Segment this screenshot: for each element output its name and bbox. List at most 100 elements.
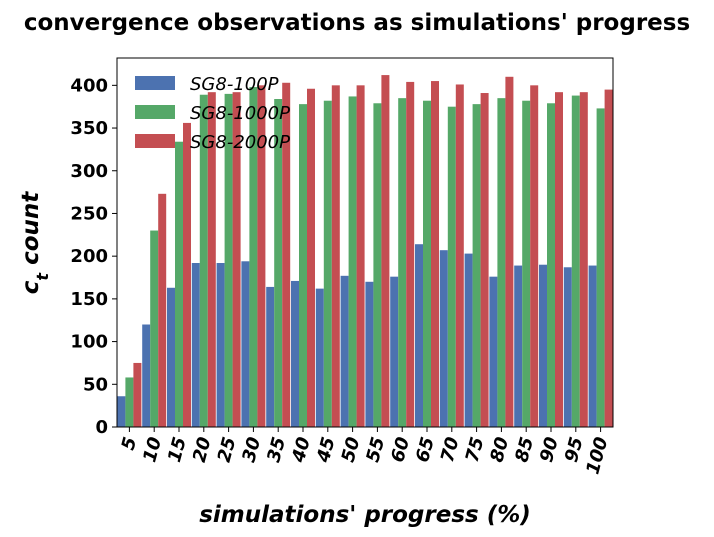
y-axis: 0 50 100 150 200 250 300 350 400 bbox=[70, 75, 117, 438]
legend-swatch bbox=[135, 134, 175, 148]
bar bbox=[331, 85, 340, 427]
x-axis-label: simulations' progress (%) bbox=[199, 502, 531, 528]
legend-label: SG8-1000P bbox=[190, 103, 290, 124]
legend-swatch bbox=[135, 76, 175, 90]
x-tick-label: 70 bbox=[437, 435, 464, 465]
bar bbox=[514, 265, 523, 427]
legend: SG8-100P SG8-1000P SG8-2000P bbox=[135, 74, 290, 153]
bar bbox=[133, 362, 142, 427]
bar bbox=[447, 106, 456, 427]
bar bbox=[431, 81, 439, 427]
bar bbox=[480, 93, 489, 428]
bar bbox=[356, 85, 365, 427]
bar bbox=[266, 286, 275, 427]
bar bbox=[323, 100, 332, 428]
bar bbox=[604, 89, 613, 427]
y-tick-label: 400 bbox=[70, 75, 108, 96]
x-tick-label: 25 bbox=[214, 435, 241, 465]
bar bbox=[291, 280, 299, 427]
x-tick-label: 90 bbox=[536, 435, 563, 465]
bar bbox=[365, 281, 374, 427]
x-tick-label: 5 bbox=[118, 435, 142, 453]
bar bbox=[216, 263, 225, 427]
bar bbox=[142, 324, 151, 427]
bar bbox=[373, 103, 382, 428]
bar bbox=[199, 94, 208, 427]
bar bbox=[241, 261, 250, 427]
y-tick-label: 50 bbox=[83, 374, 108, 395]
bar bbox=[315, 288, 324, 428]
x-tick-label: 35 bbox=[263, 435, 290, 465]
bar bbox=[489, 276, 498, 427]
bar bbox=[398, 98, 407, 428]
legend-swatch bbox=[135, 105, 175, 119]
y-tick-label: 150 bbox=[70, 289, 108, 310]
bar bbox=[299, 104, 307, 428]
bar bbox=[455, 84, 464, 427]
x-tick-label: 55 bbox=[362, 435, 389, 465]
x-tick-label: 40 bbox=[288, 435, 315, 466]
plot-frame bbox=[116, 57, 614, 428]
x-tick-label: 10 bbox=[139, 435, 166, 465]
y-axis-label-main: c bbox=[18, 280, 44, 294]
bar bbox=[257, 85, 266, 427]
bar bbox=[381, 75, 390, 427]
bars-layer bbox=[117, 75, 613, 428]
y-axis-label-subscript: t bbox=[33, 272, 52, 281]
x-tick-label: 95 bbox=[561, 435, 588, 465]
bar bbox=[464, 253, 473, 427]
bar bbox=[423, 100, 431, 428]
x-tick-label: 50 bbox=[338, 435, 365, 465]
x-tick-label: 15 bbox=[164, 435, 191, 465]
bar bbox=[522, 100, 531, 428]
legend-label: SG8-100P bbox=[190, 74, 279, 95]
bar bbox=[390, 276, 399, 427]
bar bbox=[555, 92, 563, 428]
y-axis-label-rest: count bbox=[18, 191, 44, 273]
x-tick-label: 60 bbox=[387, 435, 414, 465]
bar bbox=[472, 104, 481, 428]
y-tick-label: 200 bbox=[70, 246, 108, 267]
bar bbox=[579, 92, 588, 428]
bar bbox=[274, 99, 283, 427]
x-tick-label: 65 bbox=[412, 435, 439, 465]
bar bbox=[596, 108, 605, 428]
chart-title: convergence observations as simulations'… bbox=[24, 10, 690, 36]
bar bbox=[563, 267, 572, 427]
y-axis-label: ct count bbox=[18, 191, 52, 294]
bar bbox=[125, 377, 134, 427]
x-tick-label: 45 bbox=[313, 435, 340, 466]
y-tick-label: 350 bbox=[70, 118, 108, 139]
bar bbox=[282, 82, 291, 428]
x-tick-label: 80 bbox=[486, 435, 513, 465]
bar bbox=[175, 141, 183, 427]
bar bbox=[539, 264, 547, 427]
bar bbox=[167, 287, 175, 427]
bar bbox=[307, 88, 315, 427]
bar bbox=[232, 92, 241, 428]
y-tick-label: 250 bbox=[70, 203, 108, 224]
bar bbox=[249, 87, 258, 427]
bar bbox=[183, 122, 191, 428]
bar bbox=[150, 230, 159, 427]
bar bbox=[571, 95, 580, 427]
x-tick-label: 20 bbox=[189, 435, 216, 465]
bar bbox=[191, 263, 200, 427]
x-tick-label: 30 bbox=[238, 435, 265, 465]
bar bbox=[224, 93, 233, 428]
y-tick-label: 100 bbox=[70, 332, 108, 353]
bar bbox=[340, 275, 349, 427]
y-tick-label: 0 bbox=[95, 417, 108, 438]
bar bbox=[588, 265, 597, 427]
bar bbox=[117, 396, 126, 427]
bar bbox=[497, 98, 506, 428]
legend-label: SG8-2000P bbox=[190, 132, 290, 153]
bar bbox=[530, 85, 539, 427]
bar bbox=[505, 76, 514, 427]
bar bbox=[547, 103, 555, 428]
bar bbox=[158, 193, 167, 427]
bar bbox=[348, 96, 357, 427]
bar bbox=[207, 92, 216, 428]
